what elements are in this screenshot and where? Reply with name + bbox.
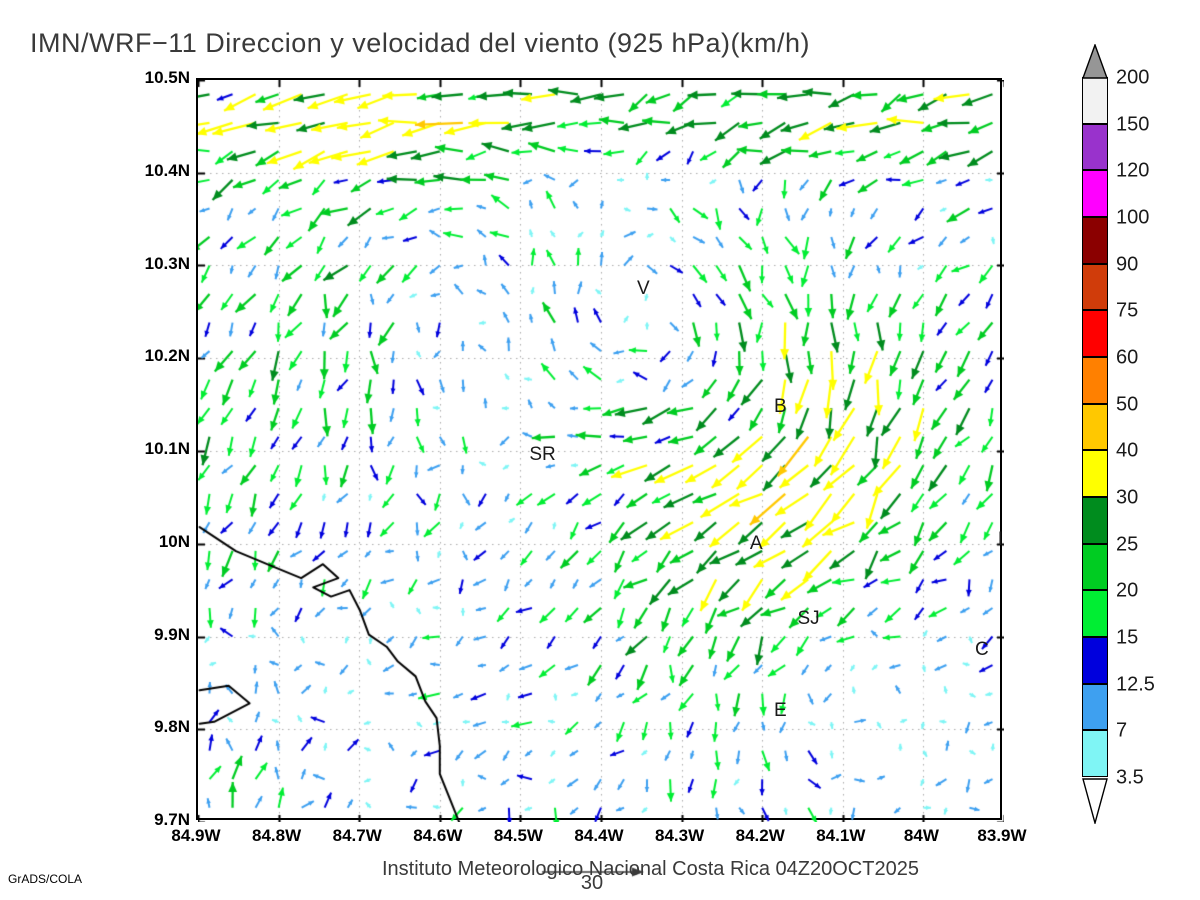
colorbar-band-7 [1082,450,1108,497]
station-label-v: V [636,278,650,300]
colorbar-band-5 [1082,543,1108,591]
colorbar-band-1 [1082,730,1108,777]
x-axis-tick-3: 84.6W [413,826,463,845]
x-axis-tick-4: 84.5W [493,826,543,845]
colorbar-tick-150: 150 [1116,113,1150,136]
colorbar-band-15 [1082,77,1108,124]
x-axis-tick-8: 84.1W [816,826,866,845]
colorbar-tick-120: 120 [1116,159,1150,182]
y-axis-tick-4: 10.1N [144,439,190,458]
colorbar-tick-30: 30 [1116,486,1139,509]
colorbar-band-8 [1082,403,1108,451]
station-label-b: B [774,396,787,418]
wind-chart-plot-area [196,78,1004,822]
x-axis-tick-0: 84.9W [171,826,221,845]
y-axis-tick-5: 10.2N [144,346,190,366]
y-axis-tick-6: 10.3N [144,253,190,273]
colorbar-tick-7: 7 [1116,719,1128,742]
colorbar-tick-12-5: 12.5 [1116,673,1155,696]
colorbar-band-2 [1082,683,1108,731]
x-axis-tick-2: 84.7W [332,826,382,845]
colorbar-over-range-arrow [1082,42,1108,79]
colorbar-tick-200: 200 [1116,66,1150,89]
colorbar-band-4 [1082,590,1108,637]
colorbar [1082,77,1108,778]
colorbar-band-10 [1082,310,1108,357]
colorbar-band-6 [1082,497,1108,544]
y-axis-tick-1: 9.8N [154,717,190,737]
y-axis-tick-8: 10.5N [144,68,190,87]
grads-attribution: GrADS/COLA [8,872,83,886]
page-title: IMN/WRF−11 Direccion y velocidad del vie… [30,28,811,58]
reference-vector-arrow [532,862,652,882]
x-axis-tick-1: 84.8W [252,826,302,845]
station-label-c: C [974,639,989,661]
colorbar-band-14 [1082,123,1108,171]
colorbar-tick-100: 100 [1116,206,1150,229]
colorbar-tick-3-5: 3.5 [1116,766,1144,789]
colorbar-tick-50: 50 [1116,393,1139,416]
colorbar-tick-20: 20 [1116,579,1139,602]
colorbar-tick-90: 90 [1116,253,1139,276]
colorbar-tick-60: 60 [1116,346,1139,369]
station-label-a: A [749,532,763,554]
colorbar-band-11 [1082,263,1108,311]
x-axis-tick-5: 84.4W [574,826,624,845]
colorbar-tick-75: 75 [1116,299,1139,322]
y-axis-tick-2: 9.9N [154,624,190,644]
station-label-i: I [997,528,1004,550]
x-axis-tick-6: 84.3W [655,826,705,845]
colorbar-band-12 [1082,217,1108,264]
y-axis-tick-7: 10.4N [144,160,190,180]
y-axis-tick-0: 9.7N [154,810,190,829]
colorbar-tick-40: 40 [1116,439,1139,462]
colorbar-band-3 [1082,637,1108,684]
coastline-layer [198,80,1004,822]
station-label-sr: SR [529,444,556,466]
colorbar-tick-25: 25 [1116,533,1139,556]
x-axis-tick-9: 84W [903,826,939,845]
colorbar-tick-15: 15 [1116,626,1139,649]
colorbar-band-13 [1082,170,1108,217]
x-axis-tick-7: 84.2W [735,826,785,845]
station-label-sj: SJ [797,607,820,629]
colorbar-under-range-arrow [1082,778,1108,826]
x-axis-tick-10: 83.9W [977,826,1027,845]
station-label-e: E [774,699,787,721]
y-axis-tick-3: 10N [158,531,190,551]
colorbar-band-9 [1082,357,1108,404]
